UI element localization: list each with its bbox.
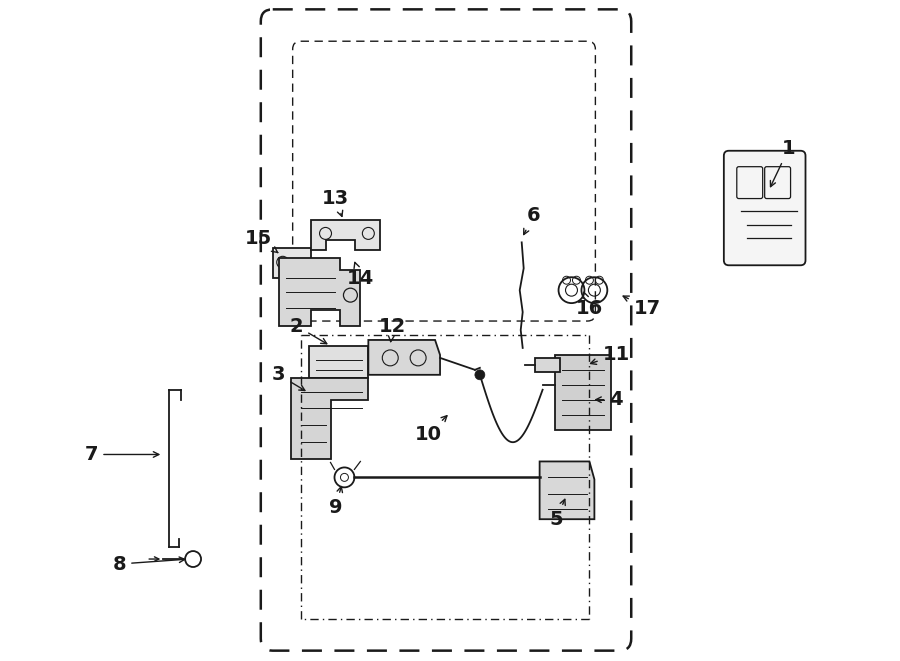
Text: 5: 5: [550, 499, 565, 529]
Text: 8: 8: [112, 555, 184, 574]
Text: 16: 16: [576, 292, 603, 317]
Polygon shape: [279, 258, 360, 326]
Text: 6: 6: [524, 206, 541, 235]
Text: 15: 15: [245, 229, 278, 253]
Text: 3: 3: [272, 366, 305, 391]
Polygon shape: [554, 355, 611, 430]
Text: 10: 10: [415, 416, 447, 444]
FancyBboxPatch shape: [724, 151, 806, 265]
Text: 9: 9: [328, 486, 343, 517]
Text: 7: 7: [85, 445, 159, 464]
Text: 1: 1: [770, 139, 796, 186]
Text: 2: 2: [290, 317, 327, 344]
Polygon shape: [310, 221, 381, 251]
Polygon shape: [535, 358, 560, 372]
Text: 17: 17: [623, 296, 661, 317]
Text: 12: 12: [379, 317, 406, 342]
Polygon shape: [368, 340, 440, 375]
Text: 14: 14: [346, 262, 374, 288]
Polygon shape: [291, 378, 368, 459]
Polygon shape: [273, 249, 310, 278]
Polygon shape: [540, 461, 594, 519]
Text: 13: 13: [322, 189, 349, 216]
Polygon shape: [309, 346, 368, 378]
Text: 4: 4: [596, 390, 623, 409]
Circle shape: [475, 370, 485, 380]
Text: 11: 11: [590, 346, 630, 364]
